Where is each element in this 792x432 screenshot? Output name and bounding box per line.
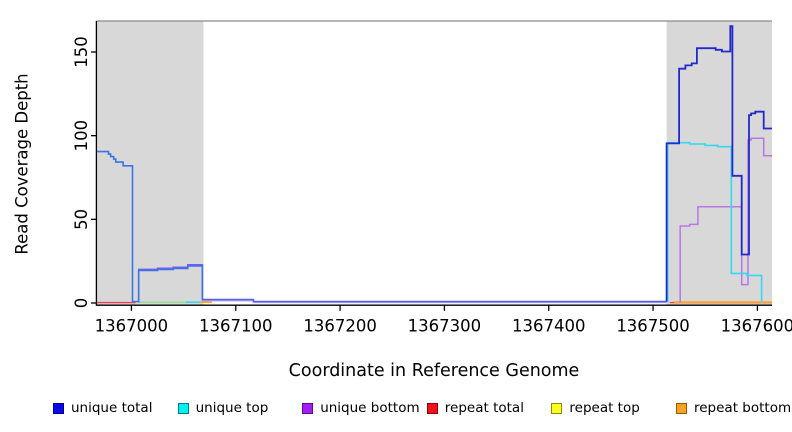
- series-unique-bottom: [679, 137, 772, 303]
- y-tick-label: 50: [72, 209, 91, 230]
- y-tick-label: 100: [72, 120, 91, 152]
- legend-item-repeat-total: repeat total: [426, 400, 524, 416]
- legend-item-unique-total: unique total: [53, 400, 152, 416]
- x-axis-title: Coordinate in Reference Genome: [288, 361, 580, 381]
- series-unique-total: [202, 298, 667, 303]
- y-axis-title: Read Coverage Depth: [12, 73, 32, 255]
- legend-label: repeat top: [569, 400, 640, 416]
- x-tick-label: 1367600: [721, 317, 792, 336]
- legend-label: repeat bottom: [694, 400, 792, 416]
- legend-item-unique-bottom: unique bottom: [302, 400, 420, 416]
- x-tick-label: 1367200: [303, 317, 377, 336]
- legend-item-unique-top: unique top: [177, 400, 269, 416]
- series-unique-top: [666, 141, 763, 303]
- legend-label: repeat total: [444, 400, 524, 416]
- legend-label: unique total: [71, 400, 153, 416]
- legend-swatch-icon: [302, 402, 314, 414]
- legend-swatch-icon: [53, 402, 64, 414]
- legend-swatch-icon: [426, 402, 438, 414]
- legend-label: unique bottom: [320, 400, 420, 416]
- legend: unique total unique top unique bottom repea…: [0, 400, 792, 420]
- legend-item-repeat-top: repeat top: [551, 400, 640, 416]
- x-tick-label: 1367000: [95, 317, 169, 336]
- legend-item-repeat-bottom: repeat bottom: [676, 400, 791, 416]
- shaded-region: [97, 21, 204, 306]
- x-tick-label: 1367500: [616, 317, 690, 336]
- legend-swatch-icon: [676, 402, 687, 414]
- x-tick-label: 1367400: [512, 317, 586, 336]
- x-tick-label: 1367100: [199, 317, 273, 336]
- series-unique-total: [665, 25, 772, 302]
- series-unique-total: [97, 150, 204, 303]
- legend-swatch-icon: [551, 402, 563, 414]
- y-tick-label: 0: [72, 298, 91, 309]
- legend-label: unique top: [195, 400, 269, 416]
- y-tick-label: 150: [72, 36, 91, 68]
- legend-swatch-icon: [177, 402, 189, 414]
- x-tick-label: 1367300: [408, 317, 482, 336]
- shaded-region: [666, 21, 772, 306]
